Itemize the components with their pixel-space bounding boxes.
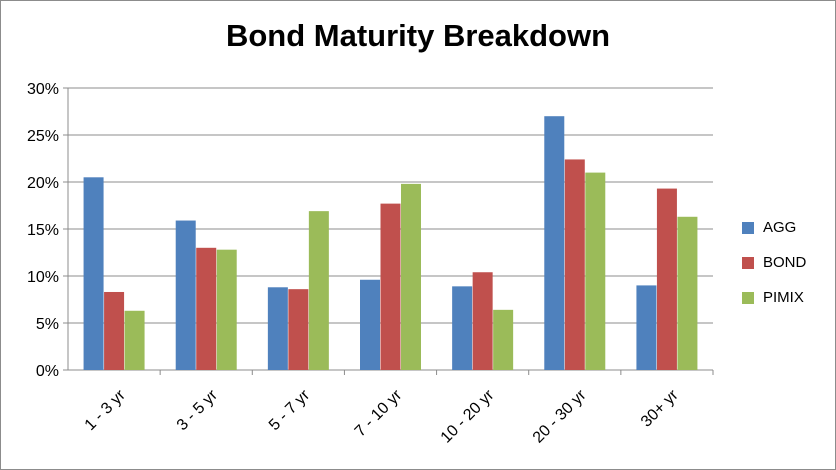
bar-pimix [124,310,145,370]
y-tick-label: 5% [36,316,59,333]
x-tick-label: 3 - 5 yr [174,386,222,434]
bar-bond [656,188,677,370]
y-tick-label: 20% [27,175,59,192]
legend-item-pimix: PIMIX [742,288,832,308]
bar-bond [564,159,585,370]
y-tick-label: 10% [27,269,59,286]
x-tick-label: 20 - 30 yr [530,386,590,446]
x-tick-label: 10 - 20 yr [438,386,498,446]
bar-agg [452,286,473,370]
x-tick-label: 5 - 7 yr [266,386,314,434]
legend-swatch [742,257,754,269]
x-tick-label: 7 - 10 yr [352,386,406,440]
legend-swatch [742,222,754,234]
bar-bond [380,203,401,370]
y-tick-label: 15% [27,222,59,239]
bar-agg [360,279,380,370]
bar-agg [83,177,104,370]
x-tick-label: 30+ yr [638,386,682,430]
legend-label: PIMIX [763,289,804,306]
bar-pimix [493,309,514,370]
bar-agg [636,285,657,370]
bar-pimix [585,172,606,370]
bar-pimix [308,211,329,370]
legend-item-agg: AGG [742,218,832,238]
y-tick-label: 25% [27,128,59,145]
legend-swatch [742,292,754,304]
y-tick-label: 30% [27,81,59,98]
chart-legend: AGG BOND PIMIX [742,218,832,323]
chart-title: Bond Maturity Breakdown [225,18,611,53]
bar-bond [472,272,493,370]
bar-bond [104,291,125,370]
legend-item-bond: BOND [742,253,832,273]
legend-label: AGG [763,219,797,236]
bar-agg [544,116,565,370]
bar-bond [196,247,217,370]
bar-agg [267,287,288,370]
y-tick-label: 0% [36,363,59,380]
bar-pimix [677,216,698,370]
bar-pimix [216,249,237,370]
bar-agg [175,220,196,370]
x-tick-label: 1 - 3 yr [82,386,130,434]
bar-pimix [401,183,421,370]
bar-bond [288,289,309,370]
legend-label: BOND [763,254,807,271]
